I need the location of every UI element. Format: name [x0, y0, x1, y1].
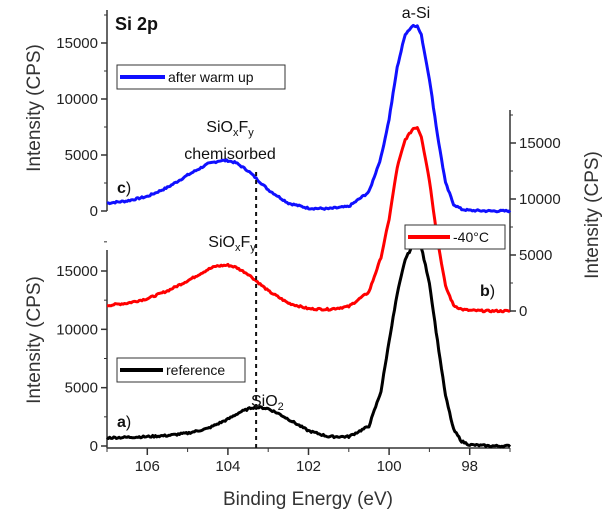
series-line-c: [106, 23, 512, 214]
x-tick-label-106: 106: [135, 458, 160, 475]
y-tick-label-c-5000: 5000: [65, 147, 98, 164]
legend-label-after-warm-up: after warm up: [168, 69, 254, 85]
y-tick-label-c-15000: 15000: [56, 35, 98, 52]
y-tick-label-a-10000: 10000: [56, 321, 98, 338]
annotation-sio2: SiO2: [251, 393, 284, 413]
annotation-a-si: a-Si: [402, 5, 430, 22]
y-tick-label-c-10000: 10000: [56, 91, 98, 108]
legend-after-warm-up: after warm up: [116, 64, 286, 90]
series-line-b: [106, 126, 511, 314]
y-tick-label-a-5000: 5000: [65, 380, 98, 397]
legend-reference: reference: [116, 357, 246, 383]
y-tick-label-b-0: 0: [519, 303, 527, 320]
x-axis-title: Binding Energy (eV): [223, 489, 393, 510]
panel-label-b: b): [480, 283, 495, 300]
tick-group: 106 104 102 100 98 0 5000 10000 15000 0 5000 10000 1…: [56, 14, 561, 475]
x-tick-label-100: 100: [377, 458, 402, 475]
series-line-a: [106, 240, 512, 449]
x-tick-label-102: 102: [296, 458, 321, 475]
y-axis-title-left-bottom: Intensity (CPS): [24, 276, 45, 404]
y-tick-label-b-10000: 10000: [519, 191, 561, 208]
y-tick-label-a-15000: 15000: [56, 263, 98, 280]
chart-title: Si 2p: [115, 14, 158, 34]
series-group: [106, 23, 512, 449]
y-axis-title-right: Intensity (CPS): [582, 151, 603, 279]
legend-label-reference: reference: [166, 362, 225, 378]
legend-minus-40c: -40°C: [404, 224, 506, 250]
annotation-siox-formula: SiOxFy: [208, 234, 256, 254]
legend-label-minus-40c: -40°C: [453, 229, 489, 245]
annotation-siox-chemisorbed-formula: SiOxFy: [206, 119, 254, 139]
panel-label-c: c): [117, 180, 131, 197]
x-tick-label-104: 104: [215, 458, 240, 475]
x-tick-label-98: 98: [461, 458, 478, 475]
panel-label-a: a): [117, 414, 131, 431]
y-axis-title-left-top: Intensity (CPS): [24, 44, 45, 172]
y-tick-label-a-0: 0: [90, 438, 98, 455]
annotation-chemisorbed: chemisorbed: [184, 146, 276, 163]
y-tick-label-b-15000: 15000: [519, 135, 561, 152]
y-tick-label-c-0: 0: [90, 203, 98, 220]
y-tick-label-b-5000: 5000: [519, 247, 552, 264]
